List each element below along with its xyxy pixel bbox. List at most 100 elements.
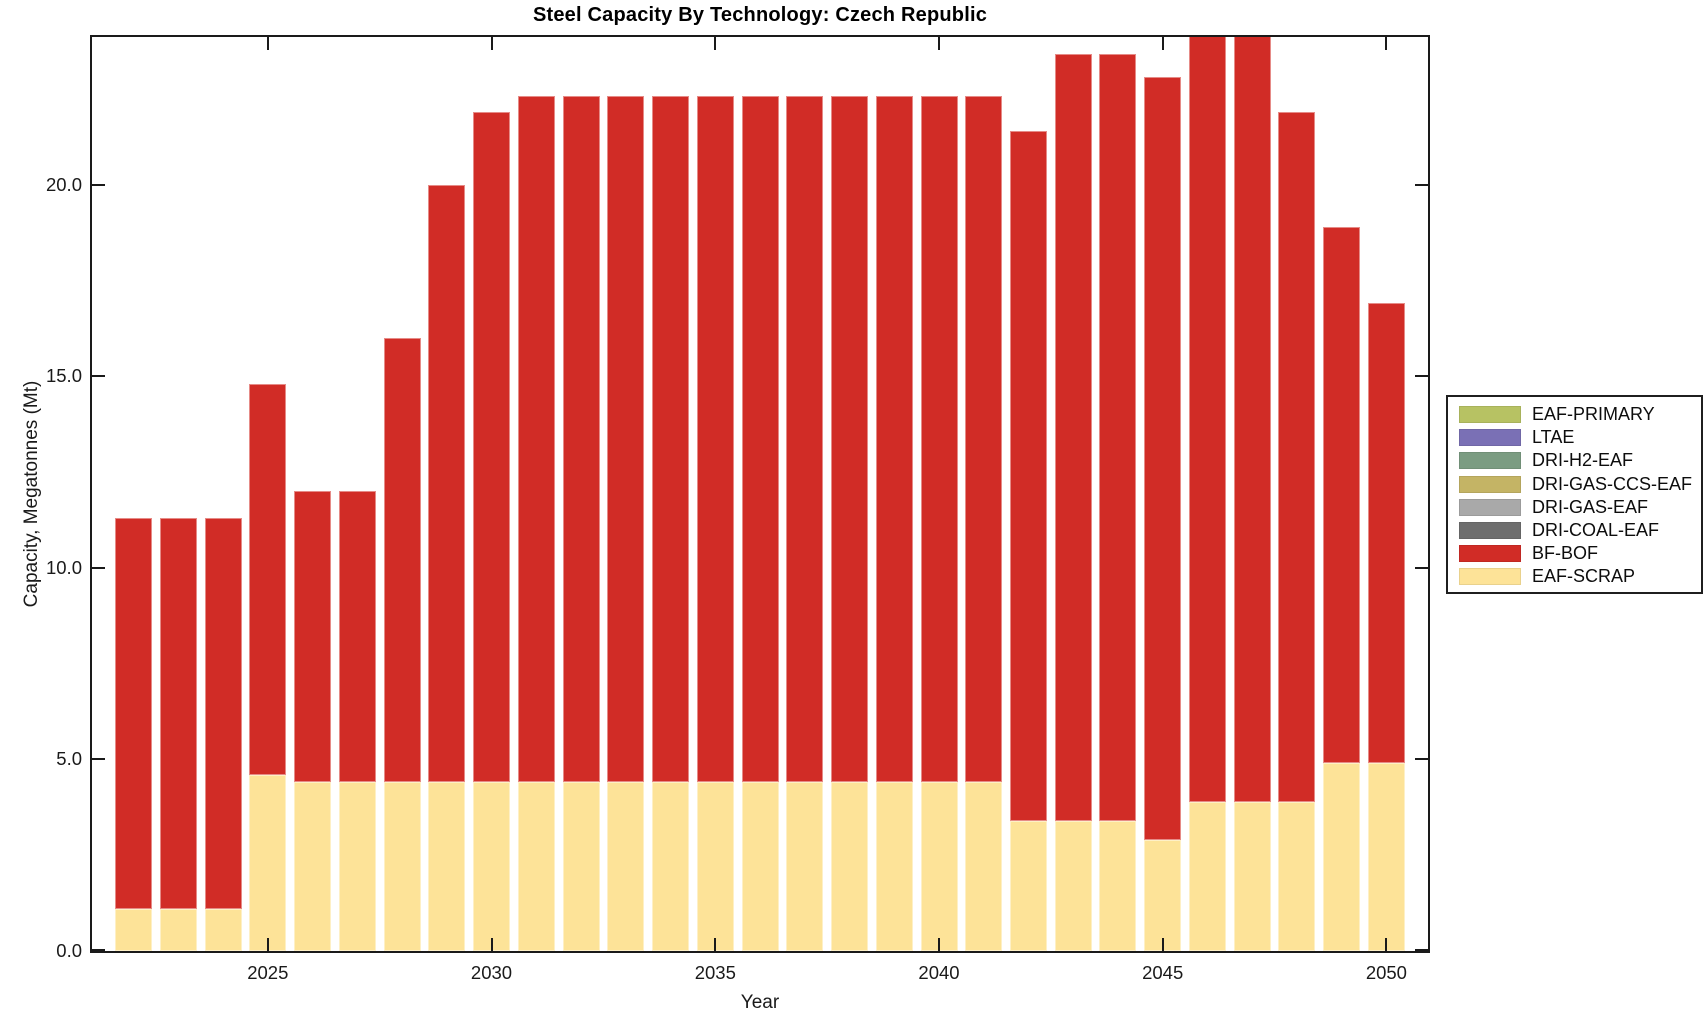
bar-bf-bof-2049 <box>1323 226 1361 764</box>
legend-label: BF-BOF <box>1532 543 1598 564</box>
bar-bf-bof-2028 <box>383 337 421 783</box>
x-tick-bottom-2025 <box>266 938 269 951</box>
bar-eaf-scrap-2030 <box>473 782 510 951</box>
chart-title: Steel Capacity By Technology: Czech Repu… <box>532 4 988 26</box>
y-tick-label-0.0: 0.0 <box>56 940 82 961</box>
bar-eaf-scrap-2044 <box>1099 820 1137 951</box>
y-tick-left-0 <box>92 949 105 951</box>
bar-bf-bof-2042 <box>1010 130 1047 821</box>
bar-bf-bof-2050 <box>1367 303 1405 764</box>
legend-label: DRI-COAL-EAF <box>1532 520 1660 541</box>
bar-bf-bof-2037 <box>786 96 824 783</box>
bar-eaf-scrap-2037 <box>786 782 824 951</box>
x-tick-label-2045: 2045 <box>1142 962 1184 983</box>
legend-swatch-ltae <box>1459 429 1521 447</box>
y-tick-label-20.0: 20.0 <box>45 173 82 195</box>
bar-eaf-scrap-2023 <box>159 908 197 951</box>
bar-eaf-scrap-2034 <box>652 782 689 951</box>
legend-item-eaf-scrap: EAF-SCRAP <box>1459 565 1701 588</box>
x-tick-bottom-2045 <box>1161 938 1164 951</box>
bar-eaf-scrap-2022 <box>115 908 153 951</box>
bar-eaf-scrap-2038 <box>831 782 868 951</box>
y-tick-left-15 <box>92 375 105 378</box>
legend-item-dri-coal-eaf: DRI-COAL-EAF <box>1459 519 1701 542</box>
y-tick-right-0 <box>1415 949 1428 951</box>
bar-eaf-scrap-2041 <box>965 782 1003 951</box>
x-tick-bottom-2050 <box>1385 938 1388 951</box>
bar-bf-bof-2048 <box>1278 111 1316 802</box>
bar-eaf-scrap-2024 <box>204 908 242 951</box>
y-tick-left-5 <box>92 758 105 761</box>
bar-bf-bof-2031 <box>517 96 555 783</box>
legend-swatch-dri-h2-eaf <box>1459 452 1521 470</box>
bar-bf-bof-2027 <box>338 491 376 783</box>
legend-swatch-bf-bof <box>1459 545 1521 563</box>
bar-bf-bof-2029 <box>428 184 466 783</box>
bar-bf-bof-2026 <box>294 491 332 783</box>
bar-eaf-scrap-2035 <box>696 782 734 951</box>
legend-label: EAF-PRIMARY <box>1532 404 1655 425</box>
x-axis-label: Year <box>740 992 780 1013</box>
bar-eaf-scrap-2032 <box>562 782 600 951</box>
bar-bf-bof-2044 <box>1099 54 1137 821</box>
x-tick-label-2035: 2035 <box>694 962 736 983</box>
bar-eaf-scrap-2025 <box>249 774 287 951</box>
y-tick-label-10.0: 10.0 <box>45 556 82 578</box>
bar-bf-bof-2032 <box>562 96 600 783</box>
legend-item-ltae: LTAE <box>1459 426 1701 449</box>
y-axis-label: Capacity, Megatonnes (Mt) <box>21 380 42 608</box>
legend-label: DRI-H2-EAF <box>1532 450 1634 471</box>
y-tick-label-15.0: 15.0 <box>45 365 82 387</box>
bar-bf-bof-2038 <box>831 96 868 783</box>
x-tick-label-2050: 2050 <box>1365 962 1407 983</box>
bar-eaf-scrap-2031 <box>517 782 555 951</box>
y-tick-label-5.0: 5.0 <box>56 748 82 770</box>
bar-eaf-scrap-2039 <box>875 782 913 951</box>
bar-bf-bof-2041 <box>965 96 1003 783</box>
bar-eaf-scrap-2040 <box>920 782 958 951</box>
bar-bf-bof-2022 <box>115 517 153 909</box>
bar-eaf-scrap-2046 <box>1188 801 1226 951</box>
x-tick-top-2030 <box>490 37 493 50</box>
bar-bf-bof-2046 <box>1188 37 1226 802</box>
x-tick-top-2035 <box>714 37 717 50</box>
x-tick-top-2040 <box>938 37 940 50</box>
x-tick-top-2045 <box>1161 37 1164 50</box>
legend-swatch-dri-gas-eaf <box>1459 498 1521 516</box>
bar-eaf-scrap-2027 <box>338 782 376 951</box>
bar-eaf-scrap-2029 <box>428 782 466 951</box>
bar-eaf-scrap-2033 <box>607 782 645 951</box>
y-tick-right-5 <box>1415 758 1428 761</box>
legend-label: EAF-SCRAP <box>1532 566 1636 587</box>
legend-item-eaf-primary: EAF-PRIMARY <box>1459 403 1701 426</box>
bar-eaf-scrap-2045 <box>1144 839 1182 951</box>
bar-eaf-scrap-2036 <box>741 782 779 951</box>
bar-bf-bof-2034 <box>652 96 689 783</box>
plot-area <box>90 35 1430 953</box>
bar-eaf-scrap-2043 <box>1054 820 1092 951</box>
legend-swatch-eaf-scrap <box>1459 568 1521 586</box>
bar-eaf-scrap-2048 <box>1278 801 1316 951</box>
y-tick-right-20 <box>1415 183 1428 186</box>
legend-label: DRI-GAS-EAF <box>1532 496 1649 517</box>
bar-eaf-scrap-2049 <box>1323 763 1361 951</box>
legend-swatch-dri-coal-eaf <box>1459 522 1521 540</box>
bar-bf-bof-2036 <box>741 96 779 783</box>
legend-item-dri-gas-eaf: DRI-GAS-EAF <box>1459 496 1701 519</box>
legend-label: LTAE <box>1532 427 1575 448</box>
bar-bf-bof-2039 <box>875 96 913 783</box>
bar-bf-bof-2043 <box>1054 54 1092 821</box>
bar-bf-bof-2035 <box>696 96 734 783</box>
x-tick-label-2040: 2040 <box>918 962 960 983</box>
bar-bf-bof-2040 <box>920 96 958 783</box>
x-tick-label-2030: 2030 <box>470 962 513 983</box>
legend-item-dri-h2-eaf: DRI-H2-EAF <box>1459 449 1701 472</box>
legend-item-dri-gas-ccs-eaf: DRI-GAS-CCS-EAF <box>1459 473 1701 496</box>
bar-eaf-scrap-2026 <box>294 782 332 951</box>
bar-bf-bof-2033 <box>607 96 645 783</box>
legend-swatch-dri-gas-ccs-eaf <box>1459 475 1521 493</box>
x-tick-top-2050 <box>1385 37 1388 50</box>
bar-eaf-scrap-2050 <box>1367 763 1405 951</box>
bar-bf-bof-2025 <box>249 383 287 775</box>
